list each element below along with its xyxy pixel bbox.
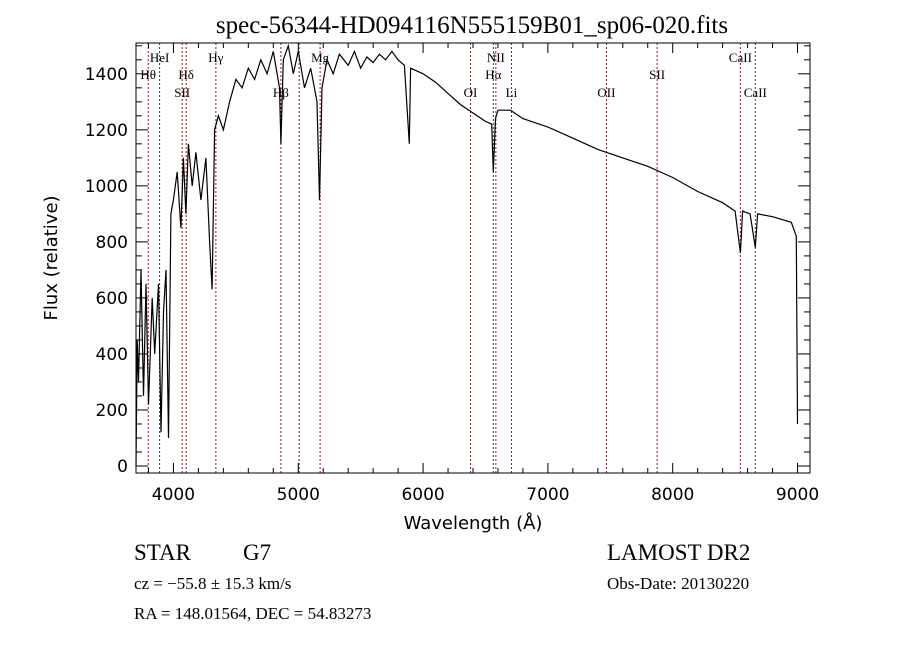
- x-tick-label: 4000: [152, 485, 195, 505]
- obs-date: Obs-Date: 20130220: [607, 574, 749, 593]
- y-tick-label: 800: [96, 233, 128, 253]
- y-tick-label: 0: [117, 457, 128, 477]
- spectral-line-label: Hδ: [178, 67, 194, 82]
- spectral-line-label: OII: [597, 85, 615, 100]
- x-tick-label: 9000: [776, 485, 819, 505]
- x-tick-label: 7000: [526, 485, 569, 505]
- spectral-line-label: OI: [464, 85, 478, 100]
- y-tick-label: 200: [96, 401, 128, 421]
- x-axis-label: Wavelength (Å): [404, 512, 543, 534]
- spectral-line-label: Li: [506, 85, 518, 100]
- spectrum-series: [135, 43, 799, 467]
- spectral-line-label: Hα: [485, 67, 501, 82]
- spectral-line-label: Hβ: [273, 85, 289, 100]
- object-subclass: G7: [243, 540, 271, 565]
- redshift-cz: cz = −55.8 ± 15.3 km/s: [134, 574, 291, 593]
- line-markers: Hθ HeI SII Hδ Hγ Hβ Mg OI Hα NII Li OII SII CaII CaII: [140, 43, 767, 473]
- y-tick-label: 400: [96, 345, 128, 365]
- spectral-line-label: Hθ: [140, 67, 156, 82]
- axes: 4000 5000 6000 7000 8000 9000 0 200 400 600 800 100…: [85, 43, 819, 505]
- y-tick-label: 1000: [85, 177, 128, 197]
- spectral-line-label: Hγ: [208, 50, 223, 65]
- spectral-line-label: CaII: [729, 50, 752, 65]
- spectral-line-label: NII: [487, 50, 505, 65]
- x-tick-label: 8000: [651, 485, 694, 505]
- object-class: STAR: [134, 540, 192, 565]
- chart-title: spec-56344-HD094116N555159B01_sp06-020.f…: [216, 12, 728, 39]
- y-tick-label: 1200: [85, 121, 128, 141]
- spectral-line-label: HeI: [150, 50, 170, 65]
- spectral-line-label: CaII: [744, 85, 767, 100]
- y-tick-label: 600: [96, 289, 128, 309]
- y-axis-label: Flux (relative): [41, 195, 62, 320]
- survey-name: LAMOST DR2: [607, 540, 750, 565]
- spectrum-line: [135, 43, 799, 467]
- spectral-line-label: SII: [649, 67, 665, 82]
- x-tick-label: 5000: [277, 485, 320, 505]
- y-tick-label: 1400: [85, 65, 128, 85]
- x-tick-label: 6000: [401, 485, 444, 505]
- spectral-line-label: Mg: [311, 50, 330, 65]
- coordinates: RA = 148.01564, DEC = 54.83273: [134, 604, 371, 623]
- plot-frame: [135, 42, 811, 474]
- spectral-line-label: SII: [174, 85, 190, 100]
